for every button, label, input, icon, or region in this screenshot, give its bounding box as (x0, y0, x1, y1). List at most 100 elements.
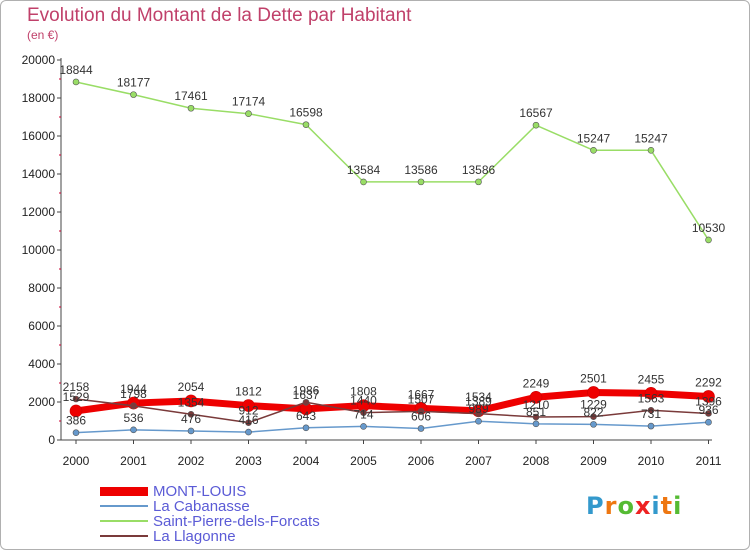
x-tick-label: 2011 (696, 454, 722, 468)
data-label: 13586 (462, 163, 496, 177)
data-point (590, 147, 597, 154)
data-point (72, 429, 80, 436)
data-point (647, 407, 655, 414)
x-tick-label: 2008 (523, 454, 550, 468)
data-point (360, 423, 367, 430)
data-point (187, 410, 195, 418)
x-tick-label: 2007 (465, 454, 492, 468)
data-label: 10530 (692, 221, 726, 235)
logo-letter: x (634, 492, 652, 520)
data-label: 1563 (638, 391, 665, 405)
data-point (187, 104, 195, 112)
y-tick-label: 14000 (22, 167, 56, 181)
data-point (245, 110, 252, 117)
data-label: 1534 (465, 390, 492, 404)
data-point (417, 178, 425, 186)
data-label: 1808 (350, 385, 377, 399)
data-point (705, 418, 712, 426)
y-tick-label: 16000 (22, 129, 56, 143)
data-label: 989 (468, 402, 488, 416)
series-line (75, 81, 710, 241)
data-point (187, 427, 195, 435)
logo-letter: P (586, 492, 605, 520)
data-label: 16598 (289, 106, 323, 120)
x-tick-label: 2003 (235, 454, 262, 468)
data-label: 2158 (63, 380, 90, 394)
data-label: 18177 (117, 76, 151, 90)
chart-axes: 0 2000 4000 6000 8000 10000 12000 14000 16000 180… (22, 53, 722, 468)
data-point (130, 426, 137, 434)
data-point (702, 390, 715, 403)
data-point (130, 91, 137, 98)
data-point (647, 422, 655, 430)
data-point (644, 387, 658, 400)
logo-letter: r (604, 492, 618, 520)
legend-label: La Cabanasse (153, 498, 250, 515)
data-label: 731 (641, 407, 661, 421)
data-label: 1812 (235, 385, 262, 399)
legend-label: MONT-LOUIS (153, 483, 247, 500)
x-tick-label: 2004 (293, 454, 320, 468)
data-label: 1229 (580, 398, 607, 412)
x-tick-label: 2002 (178, 454, 205, 468)
data-label: 476 (181, 412, 201, 426)
y-tick-label: 18000 (22, 91, 56, 105)
legend-swatch (100, 505, 148, 507)
data-point (647, 147, 655, 154)
chart-subtitle: (en €) (27, 28, 59, 42)
data-point (475, 178, 482, 186)
x-tick-label: 2001 (120, 454, 147, 468)
data-point (360, 178, 367, 186)
data-label: 1210 (523, 398, 550, 412)
data-point (302, 424, 310, 432)
data-point (529, 390, 543, 404)
logo-letter: o (617, 492, 635, 520)
data-point (587, 386, 600, 399)
series-line (72, 388, 712, 415)
data-label: 1354 (178, 395, 205, 409)
data-point (242, 399, 255, 412)
data-label: 2455 (638, 372, 665, 386)
series-line (75, 398, 710, 424)
x-tick-label: 2000 (63, 454, 90, 468)
data-label: 15247 (634, 131, 668, 145)
data-point (302, 398, 310, 406)
data-label: 18844 (59, 63, 93, 77)
data-label: 17461 (174, 89, 208, 103)
data-label: 1396 (695, 394, 722, 408)
data-label: 15247 (577, 131, 611, 145)
data-label: 1507 (408, 392, 435, 406)
chart-title: Evolution du Montant de la Dette par Hab… (27, 5, 412, 26)
y-tick-label: 4000 (28, 357, 55, 371)
x-tick-label: 2009 (580, 454, 607, 468)
data-label: 822 (583, 405, 603, 419)
data-point (532, 420, 540, 428)
proxiti-logo: Proxiti (586, 492, 682, 520)
chart-data-labels: 1529 1944 2054 1812 1637 1808 1667 1534 2249 2501… (59, 63, 725, 428)
data-label: 13584 (347, 163, 381, 177)
data-label: 1798 (120, 387, 147, 401)
data-label: 1986 (293, 383, 320, 397)
chart-lines (69, 78, 715, 436)
legend-swatch (100, 486, 148, 496)
data-point (705, 236, 712, 244)
logo-letter: i (673, 492, 683, 520)
data-point (72, 395, 80, 403)
data-label: 606 (411, 409, 431, 423)
data-point (590, 413, 597, 420)
data-label: 17174 (232, 95, 266, 109)
y-tick-label: 10000 (22, 243, 56, 257)
data-point (184, 394, 198, 408)
y-tick-label: 0 (48, 433, 55, 447)
legend-label: La Llagonne (153, 528, 236, 545)
data-point (532, 121, 540, 129)
data-label: 13586 (404, 163, 438, 177)
data-point (72, 78, 80, 86)
data-label: 851 (526, 405, 546, 419)
data-point (475, 410, 482, 417)
data-label: 536 (123, 411, 143, 425)
data-label: 2292 (695, 375, 722, 389)
data-point (532, 413, 540, 421)
data-point (475, 417, 482, 425)
